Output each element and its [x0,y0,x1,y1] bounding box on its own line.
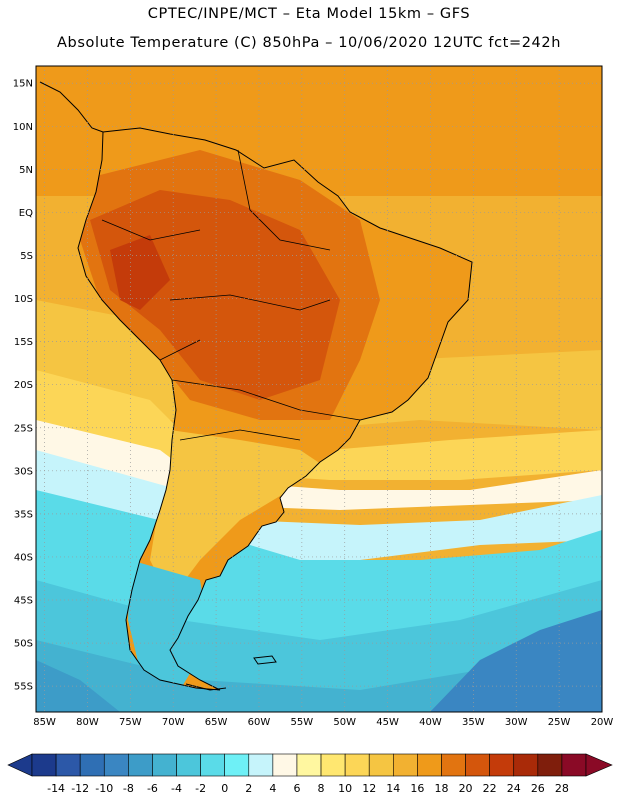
chart-subtitle: Absolute Temperature (C) 850hPa – 10/06/… [57,35,561,51]
lon-tick-label: 65W [205,717,228,728]
colorbar-label: 2 [245,782,252,795]
colorbar-label: 12 [362,782,376,795]
colorbar-swatch [393,753,418,777]
lat-tick-label: 40S [14,552,33,563]
colorbar-swatch [200,753,225,777]
colorbar-swatch [176,753,201,777]
lon-tick-label: 45W [376,717,399,728]
colorbar-swatch [561,753,587,777]
colorbar-label: -8 [123,782,134,795]
colorbar-swatch [31,753,57,777]
lat-tick-label: 5N [19,165,33,176]
lon-tick-label: 40W [419,717,442,728]
colorbar-swatch [128,753,153,777]
colorbar-swatch [344,753,370,777]
lon-tick-label: 75W [119,717,142,728]
lon-tick-label: 55W [291,717,314,728]
lon-tick-label: 60W [248,717,271,728]
colorbar-label: 6 [293,782,300,795]
lat-tick-label: 10S [14,294,33,305]
lon-tick-label: 50W [333,717,356,728]
colorbar-swatch [417,753,442,777]
land-field-24 [110,235,170,310]
colorbar-swatch [79,753,105,777]
colorbar-label: 20 [459,782,473,795]
colorbar-label: 22 [483,782,497,795]
coastline [77,127,473,691]
colorbar-label: -10 [95,782,113,795]
colorbar-label: 28 [555,782,569,795]
plot-frame [35,65,603,713]
colorbar-swatch [320,753,346,777]
lon-tick-label: 85W [33,717,56,728]
lon-tick-label: 25W [548,717,571,728]
colorbar-label: -2 [195,782,206,795]
lat-tick-label: 10N [13,122,33,133]
colorbar-label: 0 [221,782,228,795]
colorbar-label: -14 [47,782,65,795]
colorbar-swatch [537,753,563,777]
land-field-south [150,430,330,600]
lon-tick-label: 70W [162,717,185,728]
tierra-del-fuego [185,683,227,691]
colorbar-under-arrow [7,753,33,777]
chart-title: CPTEC/INPE/MCT – Eta Model 15km – GFS [147,6,471,22]
colorbar-swatch [224,753,250,777]
lat-tick-label: 30S [14,466,33,477]
colorbar-swatch [272,753,298,777]
lat-tick-label: 45S [14,596,33,607]
colorbar-swatch [55,753,81,777]
longitude-labels: 85W 80W 75W 70W 65W 60W 55W 50W 45W 40W 35W 30W 25W 2… [33,717,613,728]
colorbar-over-arrow [585,753,613,777]
country-borders [101,149,361,441]
colorbar-swatch [296,753,322,777]
colorbar-label: 14 [386,782,400,795]
lon-tick-label: 20W [591,717,614,728]
lat-tick-label: 35S [14,509,33,520]
colorbar-swatch [489,753,515,777]
colorbar-label: -6 [147,782,158,795]
colorbar-label: 24 [507,782,521,795]
colorbar-label: 4 [269,782,276,795]
colorbar-label: -12 [71,782,89,795]
latitude-labels: 15N 10N 5N EQ 5S 10S 15S 20S 25S 30S 35S 40S 45S 50S 5… [13,79,33,693]
lat-tick-label: 20S [14,380,33,391]
lat-tick-label: 55S [14,682,33,693]
colorbar-label: 26 [531,782,545,795]
lat-tick-label: 50S [14,639,33,650]
colorbar-label: 10 [338,782,352,795]
falkland-islands [253,655,277,665]
lon-tick-label: 30W [505,717,528,728]
colorbar-label: 8 [318,782,325,795]
lat-tick-label: 15S [14,337,33,348]
lat-tick-label: 25S [14,423,33,434]
colorbar-label: 18 [434,782,448,795]
colorbar-label: -4 [171,782,182,795]
colorbar-label: 16 [410,782,424,795]
colorbar-swatch [465,753,490,777]
colorbar-swatch [441,753,466,777]
colorbar-swatch [152,753,177,777]
lon-tick-label: 80W [76,717,99,728]
colorbar-swatch [368,753,394,777]
lat-tick-label: 15N [13,79,33,90]
lon-tick-label: 35W [462,717,485,728]
colorbar-swatch [248,753,274,777]
colorbar-swatch [103,753,129,777]
colorbar-swatch [513,753,539,777]
central-america-coast [39,81,104,133]
colorbar: -14 -12 -10 -8 -6 -4 -2 0 2 4 6 8 10 12 14 16 18 20 22 24 26… [7,753,613,795]
lat-tick-label: EQ [19,208,33,219]
field-band-minus6 [36,660,120,712]
lat-tick-label: 5S [20,251,33,262]
